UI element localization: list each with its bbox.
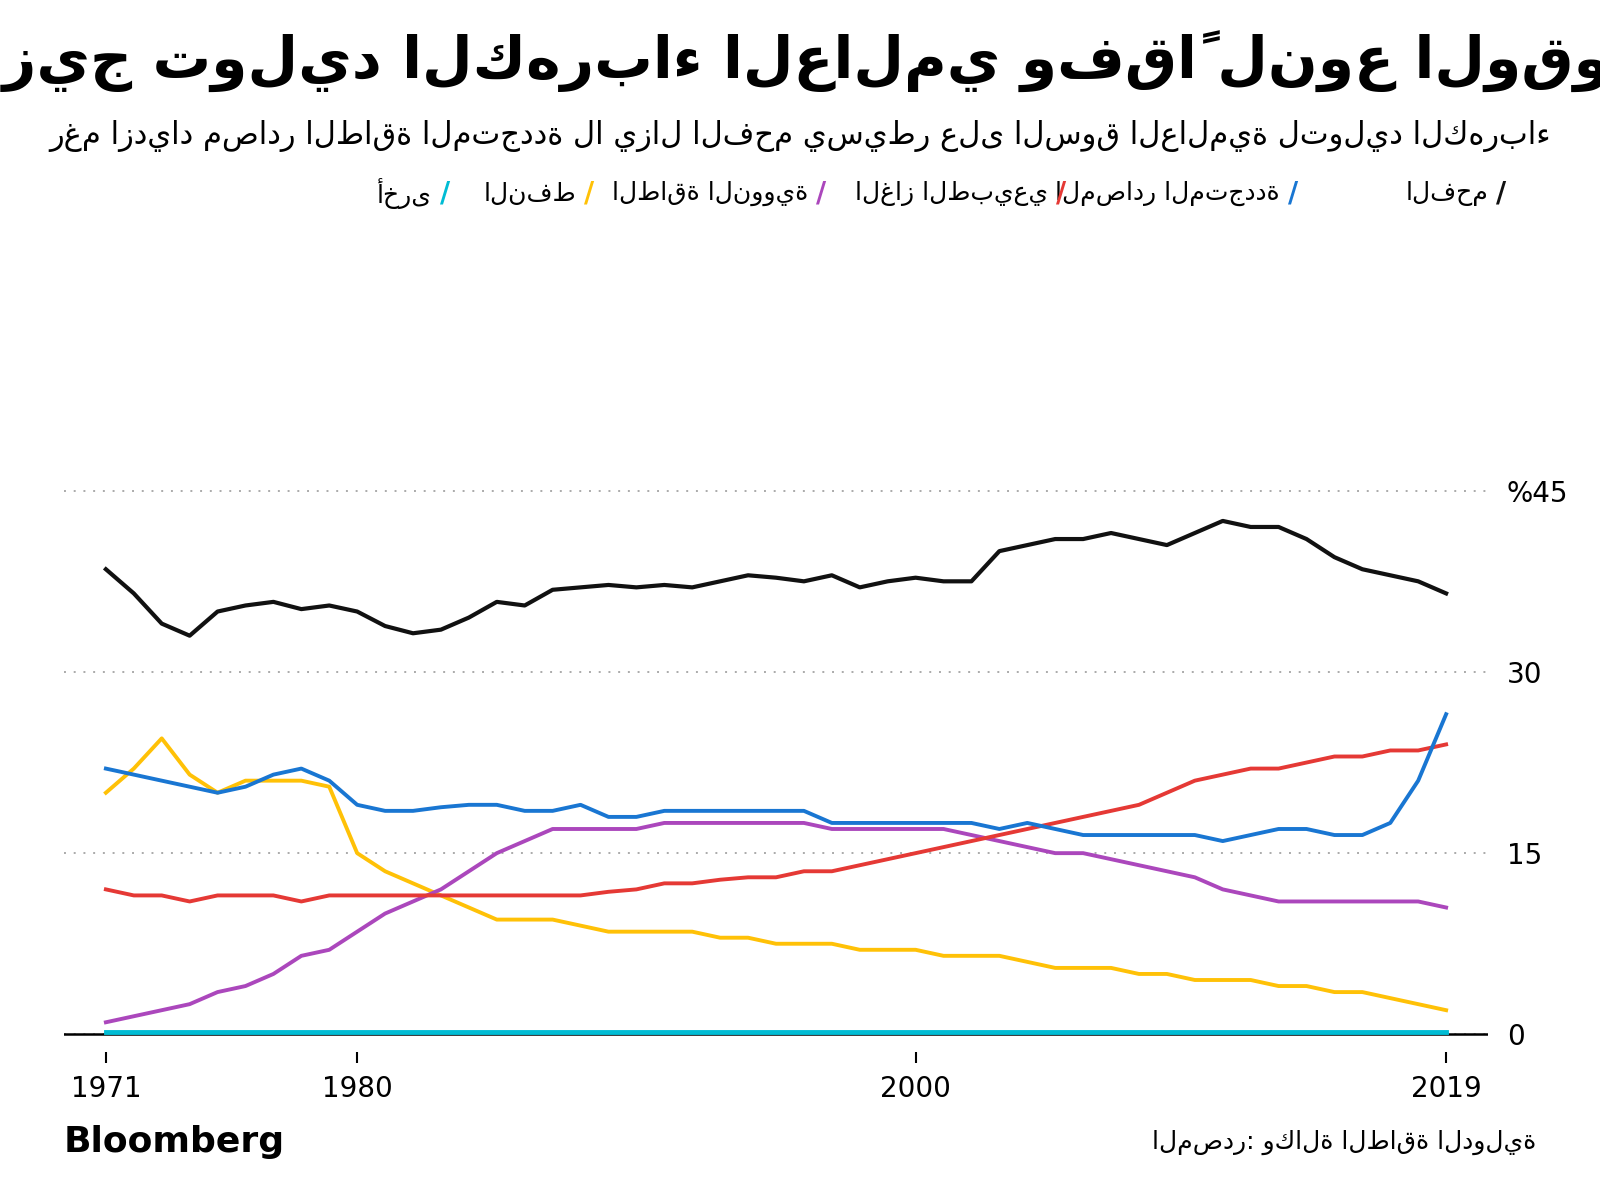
Text: /: / <box>816 179 826 208</box>
Text: رغم ازدياد مصادر الطاقة المتجددة لا يزال الفحم يسيطر على السوق العالمية لتوليد ا: رغم ازدياد مصادر الطاقة المتجددة لا يزال… <box>50 120 1550 152</box>
Text: النفط: النفط <box>483 182 576 206</box>
Text: المصدر: وكالة الطاقة الدولية: المصدر: وكالة الطاقة الدولية <box>1152 1129 1536 1155</box>
Text: /: / <box>1288 179 1298 208</box>
Text: /: / <box>1056 179 1066 208</box>
Text: مزيج توليد الكهرباء العالمي وفقاً لنوع الوقود: مزيج توليد الكهرباء العالمي وفقاً لنوع ا… <box>0 30 1600 92</box>
Text: /: / <box>1496 179 1506 208</box>
Text: /: / <box>440 179 450 208</box>
Text: الفحم: الفحم <box>1405 182 1488 206</box>
Text: المصادر المتجددة: المصادر المتجددة <box>1056 181 1280 207</box>
Text: الطاقة النووية: الطاقة النووية <box>611 181 808 207</box>
Text: الغاز الطبيعي: الغاز الطبيعي <box>854 182 1048 206</box>
Text: /: / <box>584 179 594 208</box>
Text: أخرى: أخرى <box>378 178 432 209</box>
Text: Bloomberg: Bloomberg <box>64 1125 285 1159</box>
